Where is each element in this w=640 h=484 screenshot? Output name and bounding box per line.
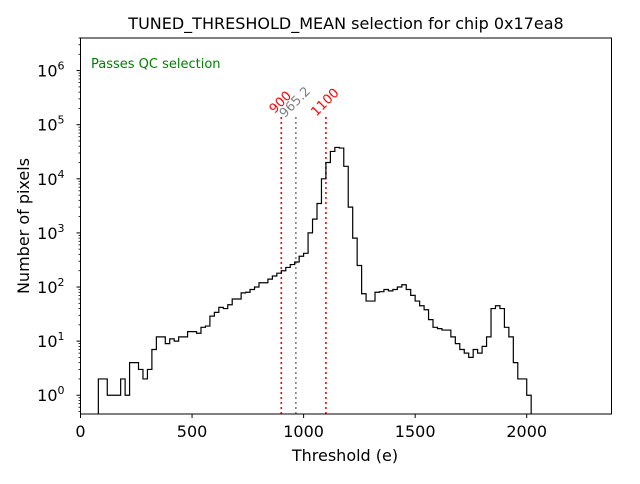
plot-area — [80, 38, 612, 414]
x-tick-label: 1000 — [283, 422, 324, 441]
y-tick-label: 104 — [37, 168, 64, 189]
x-axis-label: Threshold (e) — [291, 446, 398, 465]
y-tick-label: 106 — [37, 60, 64, 81]
x-tick-label: 2000 — [506, 422, 547, 441]
x-tick-label: 500 — [177, 422, 208, 441]
x-tick-label: 0 — [75, 422, 85, 441]
x-tick-label: 1500 — [395, 422, 436, 441]
y-tick-label: 105 — [37, 114, 64, 135]
chart-title: TUNED_THRESHOLD_MEAN selection for chip … — [127, 14, 563, 34]
y-tick-label: 103 — [37, 222, 64, 243]
y-tick-label: 100 — [37, 384, 64, 405]
status-text: Passes QC selection — [91, 57, 221, 72]
plot-frame — [80, 37, 612, 415]
y-axis-label: Number of pixels — [14, 158, 33, 294]
y-tick-label: 101 — [37, 330, 64, 351]
y-tick-label: 102 — [37, 276, 64, 297]
histogram-line — [97, 146, 532, 414]
